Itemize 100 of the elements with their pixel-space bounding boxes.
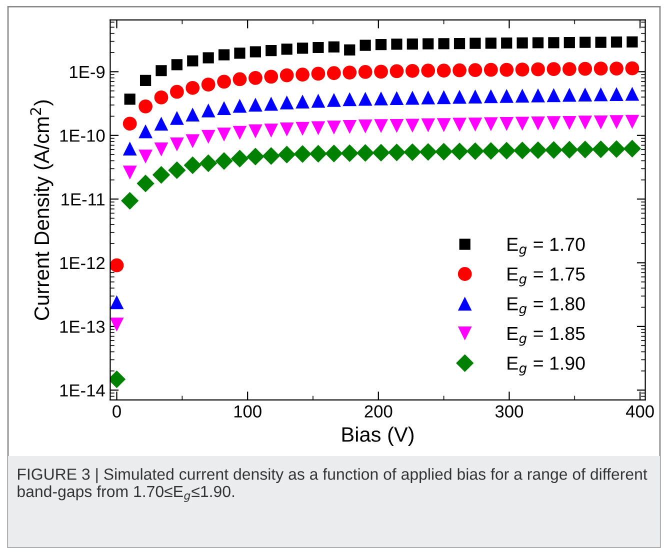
point <box>122 116 137 131</box>
point <box>375 38 387 50</box>
point <box>421 90 436 104</box>
point <box>296 94 310 108</box>
point <box>406 38 418 50</box>
point <box>250 46 261 58</box>
point <box>296 122 310 136</box>
point <box>468 90 482 104</box>
point <box>234 48 246 59</box>
point <box>421 64 436 78</box>
point <box>468 63 482 78</box>
point <box>232 98 247 113</box>
point <box>450 142 468 160</box>
point <box>405 118 420 133</box>
point <box>434 142 453 161</box>
point <box>311 94 326 108</box>
point <box>516 37 528 48</box>
point <box>452 90 466 104</box>
point <box>594 62 608 76</box>
point <box>280 122 294 136</box>
point <box>218 49 230 60</box>
point <box>610 62 624 76</box>
point <box>592 140 610 158</box>
legend-label: E$_{g}$ = 1.70 <box>508 238 585 257</box>
point <box>266 44 277 56</box>
point <box>217 74 231 89</box>
point <box>280 96 294 110</box>
point <box>264 70 278 84</box>
point <box>578 62 592 76</box>
point <box>484 117 498 132</box>
point <box>452 63 466 78</box>
point <box>608 140 626 158</box>
point <box>152 166 170 184</box>
point <box>532 37 544 48</box>
point <box>262 147 280 165</box>
point <box>625 61 640 76</box>
point <box>436 118 451 132</box>
point <box>168 161 186 180</box>
point <box>562 116 576 130</box>
y-tick-label: 1E-12 <box>60 256 104 270</box>
point <box>296 42 308 54</box>
point <box>296 68 310 82</box>
point <box>576 140 594 158</box>
point <box>358 65 372 79</box>
point <box>154 142 168 156</box>
point <box>470 38 481 49</box>
point <box>564 37 575 48</box>
point <box>513 142 532 160</box>
point <box>438 38 450 50</box>
point <box>422 38 434 50</box>
point <box>419 143 437 161</box>
point <box>594 115 608 130</box>
point <box>374 64 388 79</box>
point <box>138 124 152 138</box>
point <box>170 110 184 125</box>
point <box>529 141 547 160</box>
point <box>281 44 292 55</box>
legend-label: E$_{g}$ = 1.75 <box>508 268 585 286</box>
point <box>342 92 357 106</box>
point <box>500 89 514 103</box>
y-tick-label: 1E-11 <box>62 193 105 206</box>
point <box>372 144 390 162</box>
point <box>280 68 294 82</box>
point <box>546 62 561 76</box>
point <box>264 96 278 111</box>
point <box>156 65 167 76</box>
point <box>610 115 624 129</box>
point <box>421 118 436 132</box>
point <box>311 66 326 81</box>
legend-label: E$_{g}$ = 1.80 <box>508 297 585 316</box>
point <box>294 145 312 163</box>
point <box>374 119 388 134</box>
point <box>264 124 278 138</box>
point <box>248 98 262 112</box>
point <box>404 143 422 162</box>
point <box>325 144 343 162</box>
y-tick-label: 1E-10 <box>60 130 105 142</box>
point <box>326 120 341 134</box>
point <box>390 118 404 133</box>
point <box>186 80 200 95</box>
legend-label: E$_{g}$ = 1.90 <box>508 356 585 376</box>
point <box>326 66 341 80</box>
x-tick-label: 100 <box>234 405 262 418</box>
point <box>136 174 154 192</box>
point <box>500 62 514 77</box>
caption: FIGURE 3 | Simulated current density as a function of applied bias for a range of different band-gaps from 1.70≤E$_{g}$≤1.90. <box>18 468 648 502</box>
point <box>358 120 372 134</box>
point <box>498 142 516 160</box>
point <box>562 88 576 102</box>
x-tick-label: 200 <box>364 405 392 418</box>
point <box>531 116 545 130</box>
point <box>484 89 498 104</box>
point <box>405 64 420 78</box>
point <box>356 144 374 162</box>
point <box>546 88 561 102</box>
point <box>578 88 592 102</box>
y-tick-label: 1E-13 <box>60 320 105 333</box>
y-tick-label: 1E-14 <box>60 384 105 396</box>
point <box>360 40 371 51</box>
point <box>501 37 512 49</box>
